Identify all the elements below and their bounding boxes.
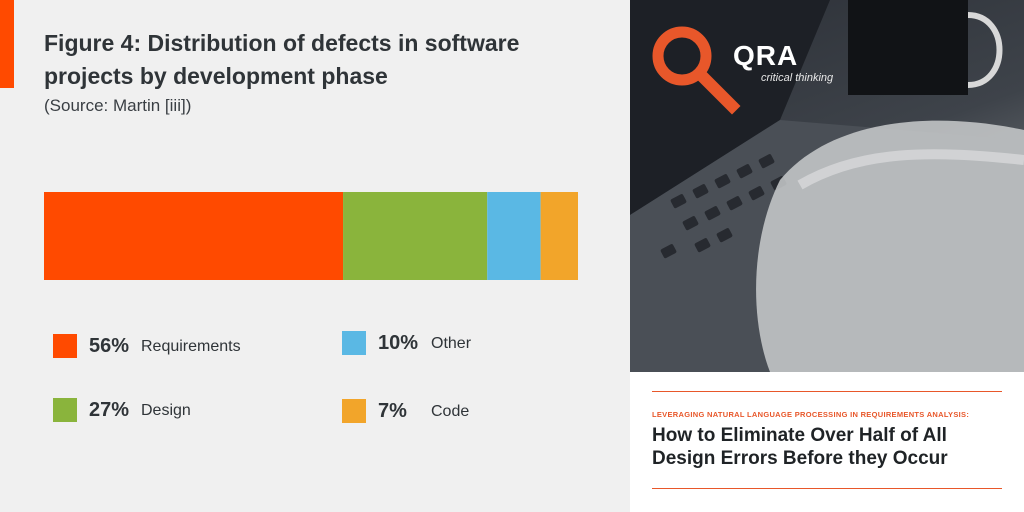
legend-swatch-requirements: [53, 334, 77, 358]
brand-tagline: critical thinking: [761, 72, 834, 84]
figure-source: (Source: Martin [iii]): [44, 96, 192, 115]
legend-percent: 27%: [89, 399, 130, 421]
divider-bottom: [652, 488, 1002, 489]
legend-swatch-design: [53, 398, 77, 422]
cover-headline: How to Eliminate Over Half of All Design…: [652, 424, 1002, 470]
legend-swatch-other: [342, 331, 366, 355]
legend-label: Other: [431, 335, 472, 352]
laptop-typing-photo: QRA critical thinking: [630, 0, 1024, 372]
legend-label: Requirements: [141, 338, 241, 355]
photo-illustration: [630, 0, 1024, 372]
legend-percent: 7%: [378, 400, 407, 422]
stacked-bar-chart: [44, 192, 578, 280]
headline-line-2: Design Errors Before they Occur: [652, 448, 948, 469]
legend-label: Design: [141, 402, 191, 419]
divider-top: [652, 391, 1002, 392]
legend-percent: 10%: [378, 332, 419, 354]
legend-percent: 56%: [89, 335, 130, 357]
headline-line-1: How to Eliminate Over Half of All: [652, 425, 947, 446]
legend-item-code: 7% Code: [342, 399, 542, 425]
bar-segment-code: [540, 192, 578, 280]
figure-title: Figure 4: Distribution of defects in sof…: [44, 30, 520, 89]
bar-segment-design: [343, 192, 488, 280]
cover-kicker: LEVERAGING NATURAL LANGUAGE PROCESSING I…: [652, 410, 970, 419]
magnifier-icon: [652, 26, 741, 115]
legend-item-design: 27% Design: [53, 398, 273, 424]
legend-swatch-code: [342, 399, 366, 423]
bar-segment-other: [487, 192, 541, 280]
brand-logo-text: QRA: [733, 40, 799, 71]
report-cover: QRA critical thinking LEVERAGING NATURAL…: [630, 0, 1024, 512]
accent-bar: [0, 0, 14, 88]
legend-item-other: 10% Other: [342, 331, 542, 357]
legend-item-requirements: 56% Requirements: [53, 334, 273, 360]
chart-panel: Figure 4: Distribution of defects in sof…: [0, 0, 630, 512]
legend-label: Code: [431, 403, 470, 420]
bar-segment-requirements: [44, 192, 344, 280]
